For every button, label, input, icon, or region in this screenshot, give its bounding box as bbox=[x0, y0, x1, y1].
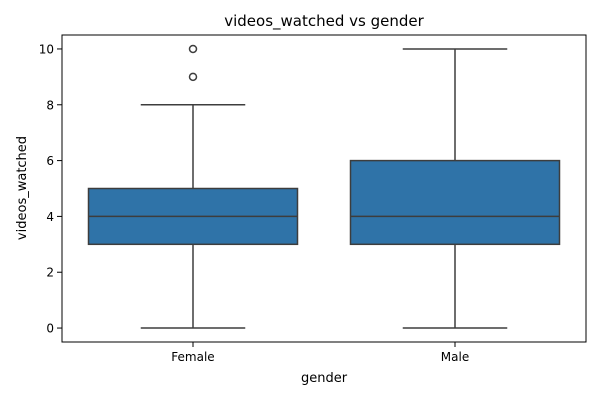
box-female bbox=[87, 44, 299, 329]
outlier-point bbox=[188, 72, 198, 82]
y-tick-label: 10 bbox=[39, 42, 54, 56]
chart-title: videos_watched vs gender bbox=[224, 12, 424, 31]
iqr-box bbox=[349, 159, 561, 246]
y-tick-label: 6 bbox=[46, 154, 54, 168]
y-tick-label: 4 bbox=[46, 210, 54, 224]
outlier-point bbox=[188, 44, 198, 54]
y-axis: 0 2 4 6 8 10 bbox=[39, 42, 62, 336]
box-male bbox=[349, 48, 561, 329]
box-series bbox=[87, 44, 561, 329]
x-axis: Female Male bbox=[171, 342, 469, 364]
x-tick-label: Female bbox=[171, 350, 214, 364]
x-tick-label: Male bbox=[441, 350, 469, 364]
plot-area-frame bbox=[61, 34, 587, 343]
y-tick-label: 2 bbox=[46, 266, 54, 280]
y-tick-label: 0 bbox=[46, 322, 54, 336]
x-axis-label: gender bbox=[301, 371, 348, 386]
y-tick-label: 8 bbox=[46, 98, 54, 112]
y-axis-label: videos_watched bbox=[15, 136, 30, 240]
